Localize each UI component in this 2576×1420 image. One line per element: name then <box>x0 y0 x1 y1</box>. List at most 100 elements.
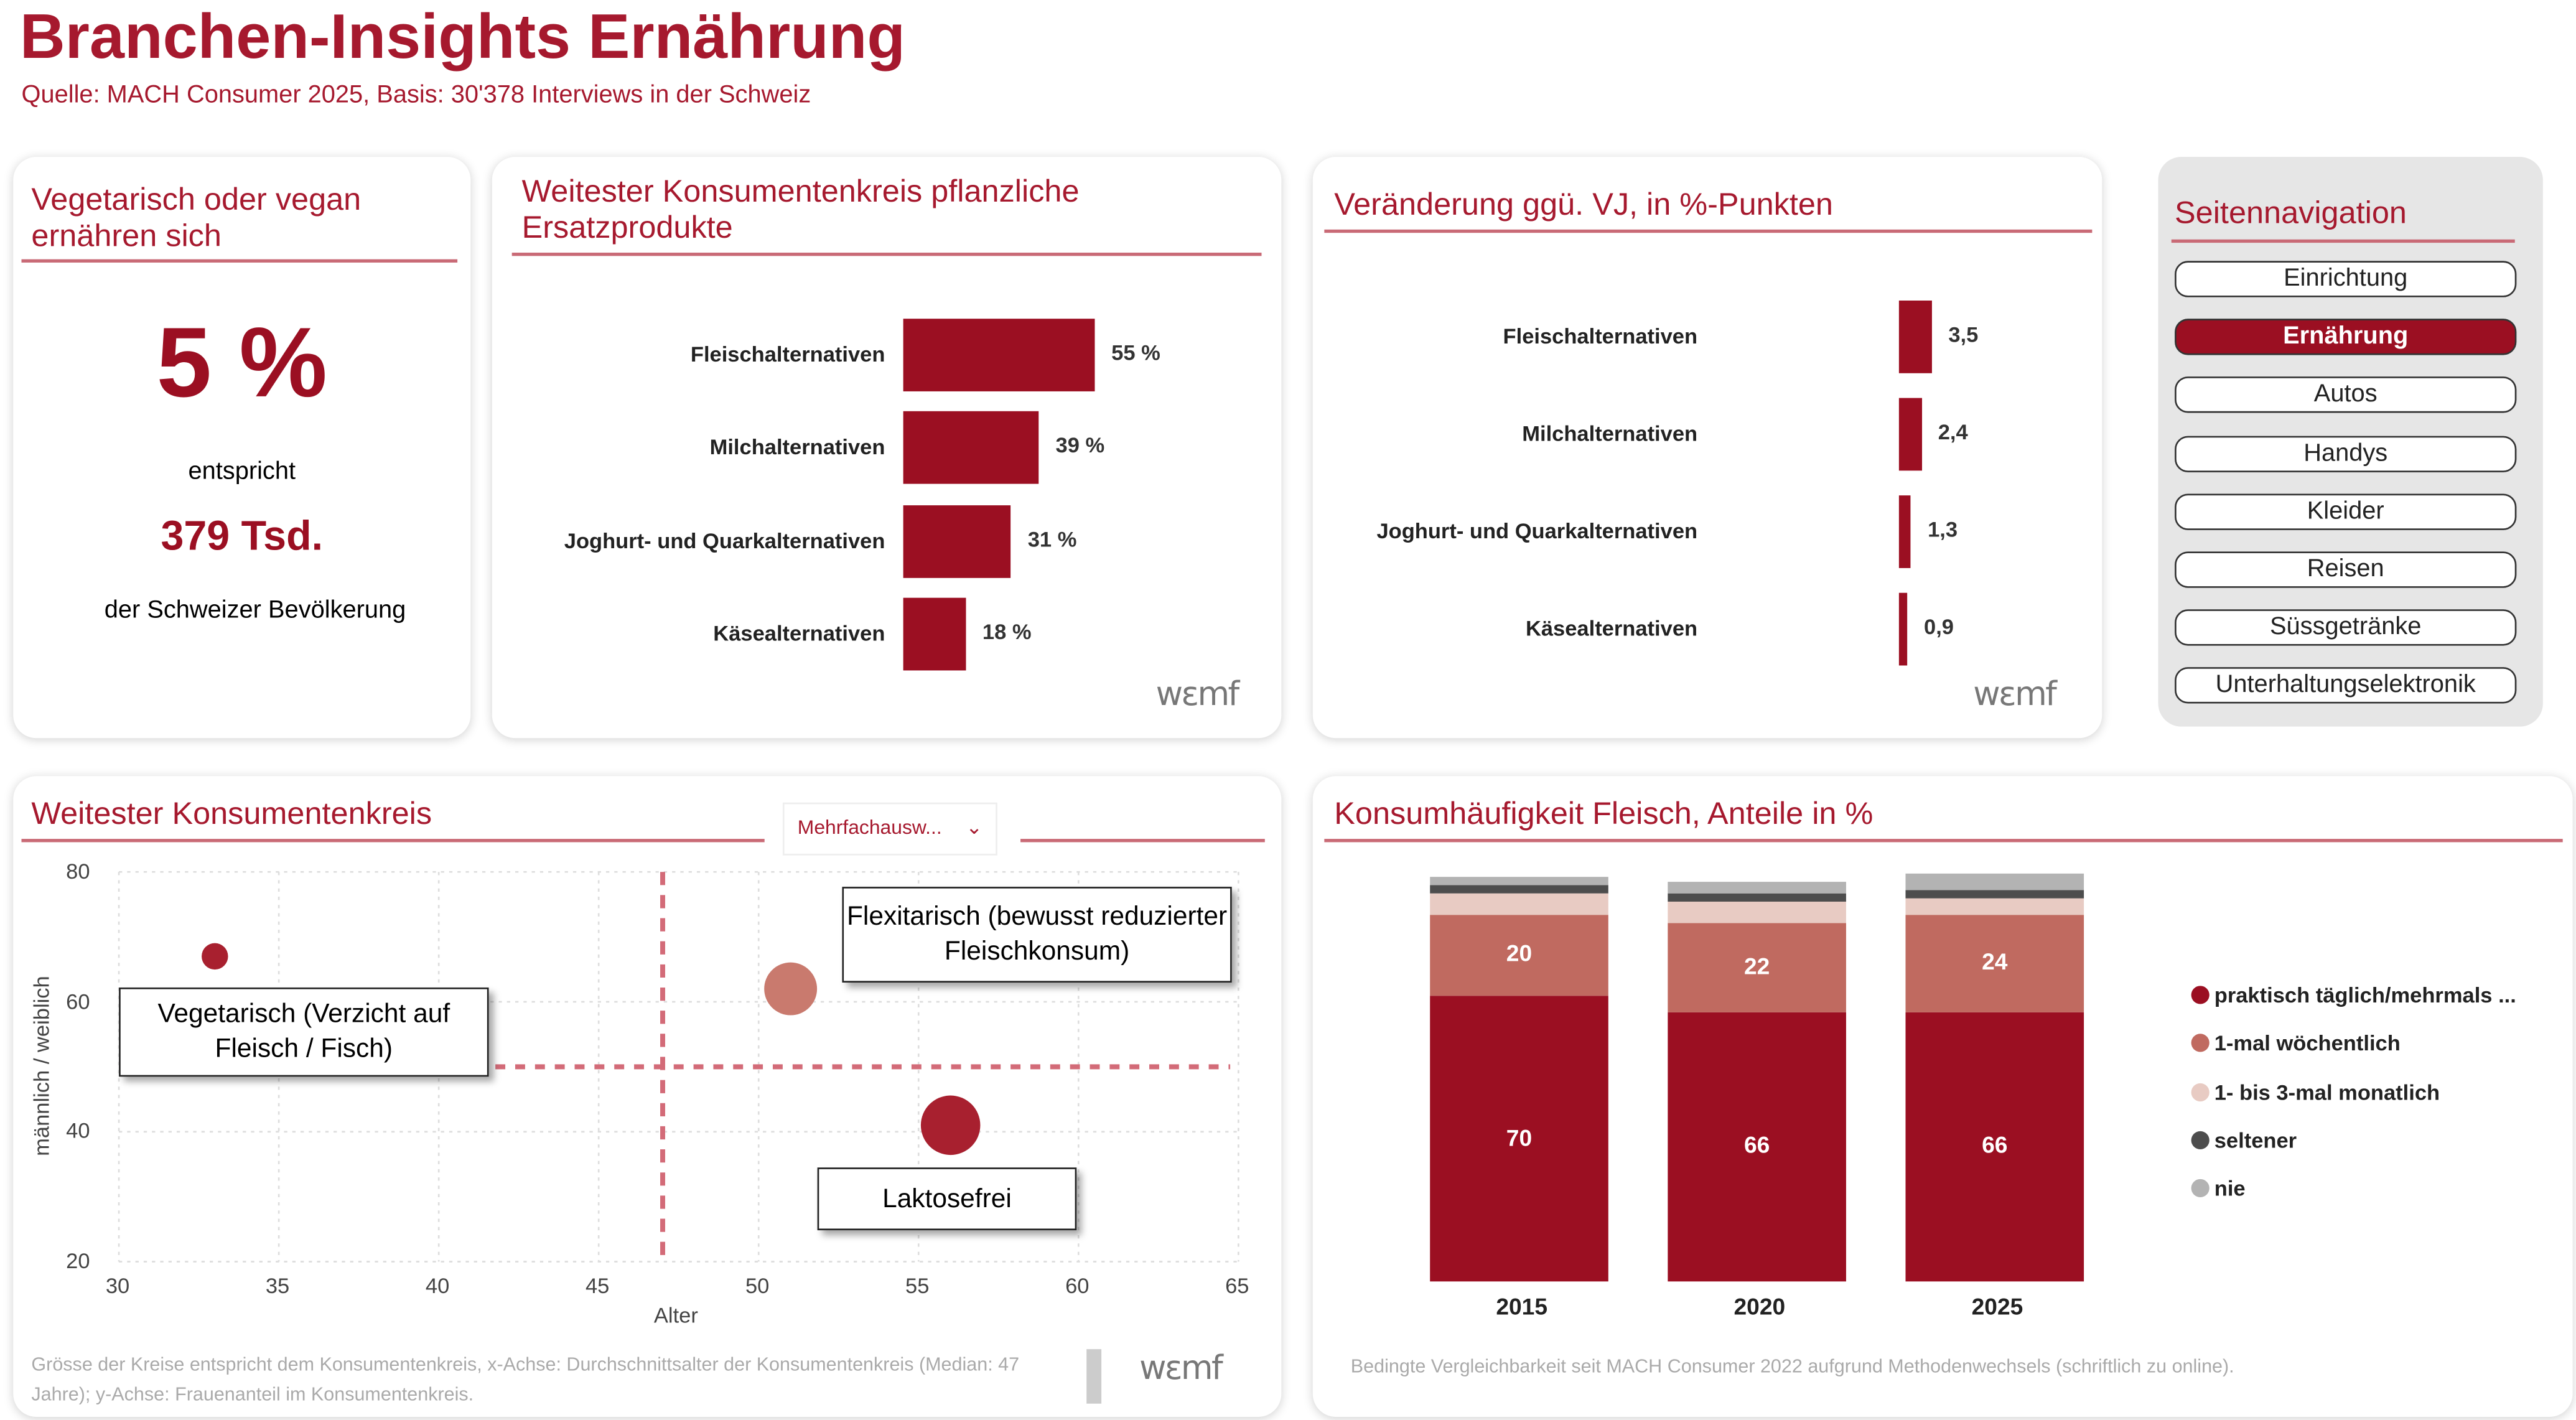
nav-button-autos[interactable]: Autos <box>2175 377 2517 414</box>
data-label: 3,5 <box>1948 322 1979 347</box>
category-label: Käsealternativen <box>1525 615 1698 641</box>
stacked-segment <box>1668 881 1846 894</box>
legend-dot-icon <box>2191 1131 2210 1149</box>
data-label: 0,9 <box>1924 614 1954 640</box>
nav-button-einrichtung[interactable]: Einrichtung <box>2175 261 2517 297</box>
x-tick-label: 55 <box>905 1273 930 1298</box>
stacked-segment <box>1668 894 1846 902</box>
segment-label: 66 <box>1982 1132 2008 1159</box>
segment-label: 70 <box>1506 1124 1533 1151</box>
bubble <box>920 1095 981 1156</box>
chart-title: Weitester Konsumentenkreis <box>31 797 432 833</box>
stacked-segment <box>1430 885 1608 894</box>
stacked-segment <box>1668 902 1846 923</box>
bar <box>1898 300 1932 373</box>
y-tick-label: 80 <box>66 858 90 884</box>
title-underline <box>511 253 1262 256</box>
legend-dot-icon <box>2191 1034 2210 1053</box>
bar <box>1898 592 1908 666</box>
chart-note: Bedingte Vergleichbarkeit seit MACH Cons… <box>1350 1357 2234 1378</box>
title-underline <box>21 839 765 843</box>
filter-dropdown[interactable]: Mehrfachausw... ⌄ <box>782 802 997 856</box>
category-label: Käsealternativen <box>713 620 885 646</box>
nav-button-süssgetränke[interactable]: Süssgetränke <box>2175 609 2517 647</box>
legend-item: nie <box>2191 1176 2246 1201</box>
x-tick-label: 60 <box>1065 1273 1090 1298</box>
kpi-count: 379 Tsd. <box>161 513 324 560</box>
title-underline <box>2171 239 2515 243</box>
chevron-down-icon: ⌄ <box>966 815 983 839</box>
legend-label: nie <box>2214 1176 2246 1201</box>
stacked-segment <box>1430 894 1608 915</box>
legend-dot-icon <box>2191 986 2210 1004</box>
bubble <box>764 962 818 1016</box>
legend-label: 1- bis 3-mal monatlich <box>2214 1079 2440 1105</box>
kpi-card: Vegetarisch oder vegan ernähren sich 5 %… <box>13 157 471 739</box>
page-navigation: Seitennavigation Einrichtung Ernährung Aut… <box>2158 157 2543 727</box>
bar <box>903 319 1095 391</box>
wemf-logo: wεmf <box>1155 673 1240 714</box>
legend-item: seltener <box>2191 1128 2297 1152</box>
chart-title: Weitester Konsumentenkreis pflanzliche E… <box>521 175 1080 246</box>
x-tick-label: 50 <box>745 1273 770 1298</box>
data-label: 39 % <box>1055 432 1105 458</box>
nav-button-unterhaltungselektronik[interactable]: Unterhaltungselektronik <box>2175 668 2517 704</box>
category-label: Milchalternativen <box>1522 421 1698 446</box>
data-label: 55 % <box>1111 340 1160 365</box>
segment-label: 22 <box>1743 952 1770 979</box>
x-axis-label: Alter <box>653 1302 698 1328</box>
x-tick-label: 2020 <box>1734 1292 1786 1320</box>
category-label: Fleischalternativen <box>1503 324 1698 348</box>
bar <box>903 411 1039 484</box>
bar <box>1898 398 1922 471</box>
divider <box>1086 1349 1102 1404</box>
data-label: 18 % <box>982 619 1032 644</box>
chart-title: Konsumhäufigkeit Fleisch, Anteile in % <box>1334 797 1874 833</box>
veraenderung-card: Veränderung ggü. VJ, in %-Punkten Fleisc… <box>1312 157 2102 739</box>
category-label: Joghurt- und Quarkalternativen <box>564 528 885 554</box>
bubble <box>202 943 228 970</box>
x-tick-label: 2025 <box>1971 1292 2023 1320</box>
nav-button-ernährung[interactable]: Ernährung <box>2175 319 2517 356</box>
stacked-segment <box>1905 890 2084 899</box>
nav-button-reisen[interactable]: Reisen <box>2175 551 2517 588</box>
scatter-plot <box>118 871 1239 1263</box>
chart-note: Grösse der Kreise entspricht dem Konsume… <box>31 1355 1020 1406</box>
wemf-logo: wεmf <box>1139 1347 1223 1388</box>
segment-label: 20 <box>1506 940 1533 967</box>
stacked-segment <box>1905 914 2084 1012</box>
x-tick-label: 65 <box>1225 1273 1249 1298</box>
segment-label: 66 <box>1743 1132 1770 1159</box>
nav-button-handys[interactable]: Handys <box>2175 435 2517 472</box>
stacked-segment <box>1905 873 2084 890</box>
y-tick-label: 20 <box>66 1248 90 1274</box>
legend-item: praktisch täglich/mehrmals ... <box>2191 983 2516 1007</box>
title-underline <box>1324 229 2093 233</box>
bar <box>903 597 966 671</box>
legend-item: 1-mal wöchentlich <box>2191 1031 2401 1056</box>
filter-value: Mehrfachausw... <box>797 815 942 839</box>
category-label: Milchalternativen <box>709 434 885 459</box>
wemf-logo: wεmf <box>1973 673 2057 714</box>
kpi-entspricht: entspricht <box>188 457 296 486</box>
x-tick-label: 45 <box>585 1273 610 1298</box>
bubble-callout: Laktosefrei <box>817 1167 1077 1231</box>
kpi-percent: 5 % <box>156 307 327 418</box>
data-label: 31 % <box>1027 526 1077 552</box>
kpi-title: Vegetarisch oder vegan ernähren sich <box>31 183 362 255</box>
legend-item: 1- bis 3-mal monatlich <box>2191 1079 2440 1105</box>
legend-dot-icon <box>2191 1179 2210 1198</box>
data-label: 2,4 <box>1938 419 1968 444</box>
stacked-segment <box>1905 1012 2084 1282</box>
bubble-callout: Vegetarisch (Verzicht auf Fleisch / Fisc… <box>119 987 489 1077</box>
page-title: Branchen-Insights Ernährung <box>19 3 906 73</box>
stacked-segment <box>1430 914 1608 996</box>
nav-button-kleider[interactable]: Kleider <box>2175 493 2517 530</box>
data-label: 1,3 <box>1928 516 1958 542</box>
title-underline <box>1020 839 1265 843</box>
stacked-segment <box>1668 922 1846 1012</box>
x-tick-label: 2015 <box>1496 1292 1548 1320</box>
konsumentenkreis-card: Weitester Konsumentenkreis Mehrfachausw.… <box>13 776 1282 1417</box>
stacked-segment <box>1905 898 2084 915</box>
